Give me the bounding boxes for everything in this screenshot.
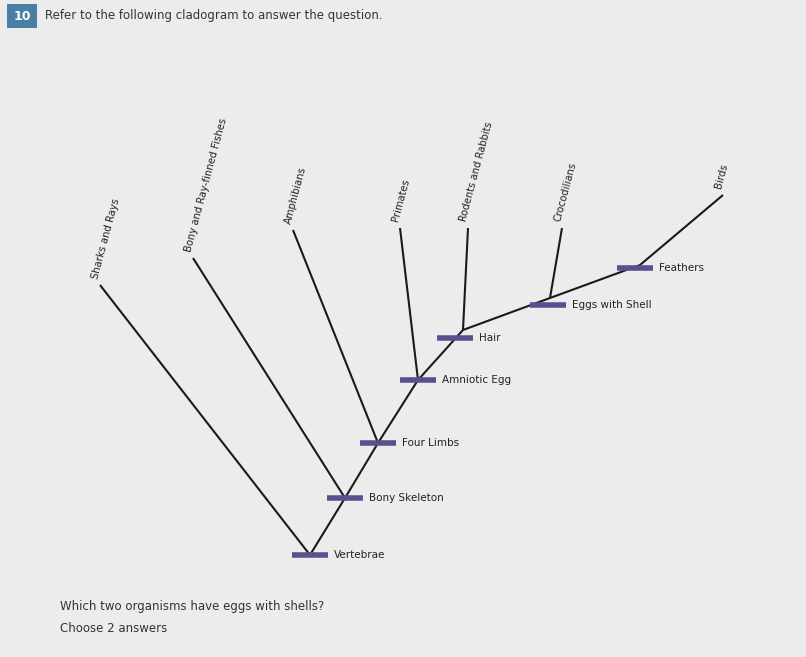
Text: Hair: Hair <box>479 333 501 343</box>
Text: Rodents and Rabbits: Rodents and Rabbits <box>459 121 495 223</box>
Text: Eggs with Shell: Eggs with Shell <box>572 300 651 310</box>
Text: Amphibians: Amphibians <box>284 166 308 225</box>
Text: Vertebrae: Vertebrae <box>334 550 385 560</box>
Text: Sharks and Rays: Sharks and Rays <box>90 197 122 280</box>
Text: Four Limbs: Four Limbs <box>402 438 459 448</box>
FancyBboxPatch shape <box>7 4 37 28</box>
Text: Bony and Ray-finned Fishes: Bony and Ray-finned Fishes <box>183 117 229 253</box>
Text: Birds: Birds <box>713 163 729 190</box>
Text: Amniotic Egg: Amniotic Egg <box>442 375 511 385</box>
Text: Choose 2 answers: Choose 2 answers <box>60 622 168 635</box>
Text: Crocodilians: Crocodilians <box>552 162 578 223</box>
Text: Primates: Primates <box>390 178 411 223</box>
Text: Feathers: Feathers <box>659 263 704 273</box>
Text: 10: 10 <box>13 9 31 22</box>
Text: Which two organisms have eggs with shells?: Which two organisms have eggs with shell… <box>60 600 324 613</box>
Text: Bony Skeleton: Bony Skeleton <box>369 493 444 503</box>
Text: Refer to the following cladogram to answer the question.: Refer to the following cladogram to answ… <box>45 9 383 22</box>
